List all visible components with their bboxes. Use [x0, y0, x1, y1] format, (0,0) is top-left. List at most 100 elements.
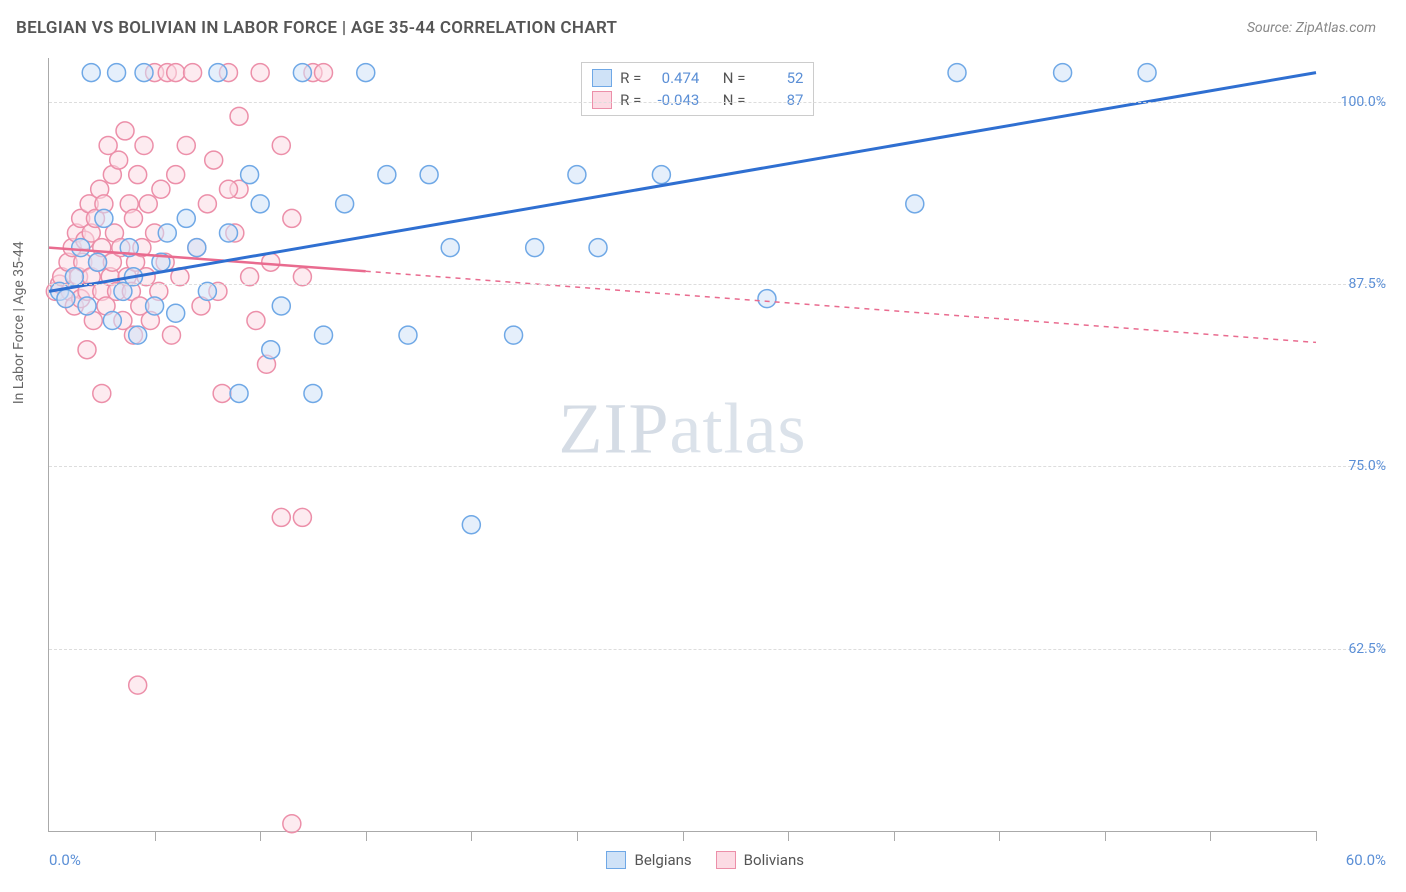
data-point: [116, 122, 134, 140]
data-point: [146, 297, 164, 315]
data-point: [135, 64, 153, 82]
data-point: [65, 268, 83, 286]
data-point: [283, 209, 301, 227]
y-tick-label: 62.5%: [1348, 641, 1386, 657]
y-tick-label: 75.0%: [1348, 458, 1386, 474]
data-point: [1054, 64, 1072, 82]
legend-label: Belgians: [634, 851, 691, 869]
data-point: [78, 297, 96, 315]
data-point: [304, 384, 322, 402]
grid-line: [49, 102, 1386, 103]
data-point: [230, 107, 248, 125]
data-point: [198, 195, 216, 213]
legend-stat-row: R = -0.043 N = 87: [592, 89, 803, 111]
data-point: [205, 151, 223, 169]
data-point: [82, 64, 100, 82]
x-tick: [999, 831, 1000, 841]
legend-item: Bolivians: [716, 851, 804, 869]
data-point: [652, 166, 670, 184]
n-label: N =: [723, 91, 746, 109]
n-value: 87: [753, 91, 803, 109]
legend-swatch: [716, 851, 736, 869]
x-tick: [155, 831, 156, 841]
data-point: [272, 508, 290, 526]
x-tick: [1105, 831, 1106, 841]
x-tick: [366, 831, 367, 841]
data-point: [906, 195, 924, 213]
legend-series: Belgians Bolivians: [606, 851, 804, 869]
data-point: [89, 253, 107, 271]
data-point: [293, 508, 311, 526]
data-point: [219, 180, 237, 198]
data-point: [315, 326, 333, 344]
legend-label: Bolivians: [744, 851, 804, 869]
plot-svg: [49, 58, 1316, 831]
source-label: Source: ZipAtlas.com: [1247, 20, 1376, 36]
r-label: R =: [620, 91, 641, 109]
x-min-label: 0.0%: [49, 851, 81, 869]
data-point: [283, 815, 301, 833]
data-point: [129, 326, 147, 344]
data-point: [241, 268, 259, 286]
data-point: [948, 64, 966, 82]
legend-item: Belgians: [606, 851, 691, 869]
data-point: [167, 64, 185, 82]
data-point: [152, 180, 170, 198]
data-point: [589, 239, 607, 257]
data-point: [129, 676, 147, 694]
x-tick: [260, 831, 261, 841]
data-point: [177, 209, 195, 227]
data-point: [158, 224, 176, 242]
data-point: [209, 64, 227, 82]
data-point: [110, 151, 128, 169]
x-max-label: 60.0%: [1346, 851, 1386, 869]
data-point: [139, 195, 157, 213]
data-point: [247, 312, 265, 330]
data-point: [262, 341, 280, 359]
data-point: [93, 384, 111, 402]
data-point: [357, 64, 375, 82]
data-point: [241, 166, 259, 184]
data-point: [124, 209, 142, 227]
grid-line: [49, 466, 1386, 467]
grid-line: [49, 284, 1386, 285]
data-point: [1138, 64, 1156, 82]
data-point: [135, 137, 153, 155]
chart-title: BELGIAN VS BOLIVIAN IN LABOR FORCE | AGE…: [16, 18, 617, 38]
data-point: [262, 253, 280, 271]
data-point: [378, 166, 396, 184]
data-point: [103, 312, 121, 330]
n-label: N =: [723, 69, 746, 87]
data-point: [441, 239, 459, 257]
data-point: [526, 239, 544, 257]
x-tick: [788, 831, 789, 841]
data-point: [57, 290, 75, 308]
data-point: [184, 64, 202, 82]
data-point: [167, 166, 185, 184]
y-tick-label: 87.5%: [1348, 276, 1386, 292]
legend-swatch: [592, 91, 612, 109]
data-point: [129, 166, 147, 184]
legend-swatch: [606, 851, 626, 869]
r-value: -0.043: [649, 91, 699, 109]
data-point: [758, 290, 776, 308]
data-point: [219, 224, 237, 242]
x-tick: [471, 831, 472, 841]
data-point: [72, 239, 90, 257]
data-point: [293, 64, 311, 82]
data-point: [399, 326, 417, 344]
r-value: 0.474: [649, 69, 699, 87]
n-value: 52: [753, 69, 803, 87]
data-point: [230, 384, 248, 402]
y-tick-label: 100.0%: [1341, 94, 1386, 110]
data-point: [505, 326, 523, 344]
data-point: [336, 195, 354, 213]
x-tick: [1210, 831, 1211, 841]
data-point: [162, 326, 180, 344]
grid-line: [49, 649, 1386, 650]
data-point: [272, 137, 290, 155]
x-tick: [894, 831, 895, 841]
chart-area: In Labor Force | Age 35-44 ZIPatlas R =0…: [48, 58, 1316, 832]
data-point: [177, 137, 195, 155]
r-label: R =: [620, 69, 641, 87]
